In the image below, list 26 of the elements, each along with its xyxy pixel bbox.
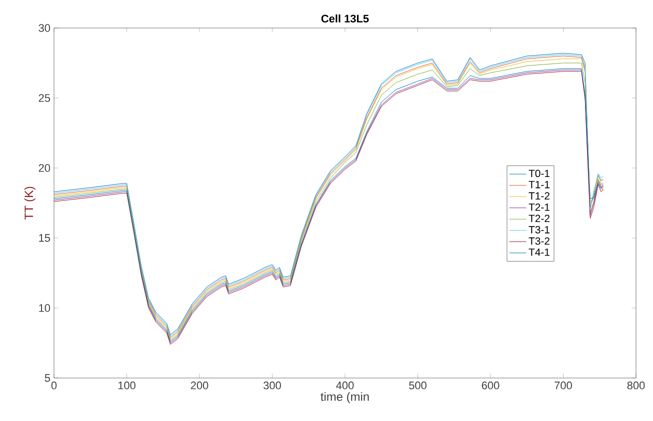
y-axis-title: TT (K) [24,186,36,220]
x-tick-label: 200 [190,382,208,390]
y-tick-label: 5 [44,374,50,382]
x-tick-label: 400 [336,382,354,390]
x-tick-label: 0 [51,382,57,390]
x-tick-label: 800 [627,382,645,390]
y-tick-label: 15 [39,234,50,242]
legend-label: T1-2 [528,192,550,200]
legend-label: T0-1 [528,170,550,178]
x-tick-label: 100 [118,382,136,390]
x-axis-title: time (min [320,392,369,404]
y-tick-label: 10 [39,304,50,312]
x-tick-label: 700 [554,382,572,390]
legend-label: T3-1 [528,226,550,234]
legend-label: T4-1 [528,248,550,256]
chart-title: Cell 13L5 [321,14,369,22]
legend-label: T3-2 [528,237,550,245]
y-tick-label: 30 [38,24,50,32]
x-tick-label: 600 [482,382,500,390]
legend-label: T2-1 [528,203,550,211]
x-tick-label: 300 [264,382,281,390]
y-tick-label: 25 [38,94,50,102]
legend-label: T2-2 [528,214,550,222]
y-tick-label: 20 [38,164,50,172]
x-tick-label: 500 [409,382,426,390]
legend-label: T1-1 [528,181,550,188]
